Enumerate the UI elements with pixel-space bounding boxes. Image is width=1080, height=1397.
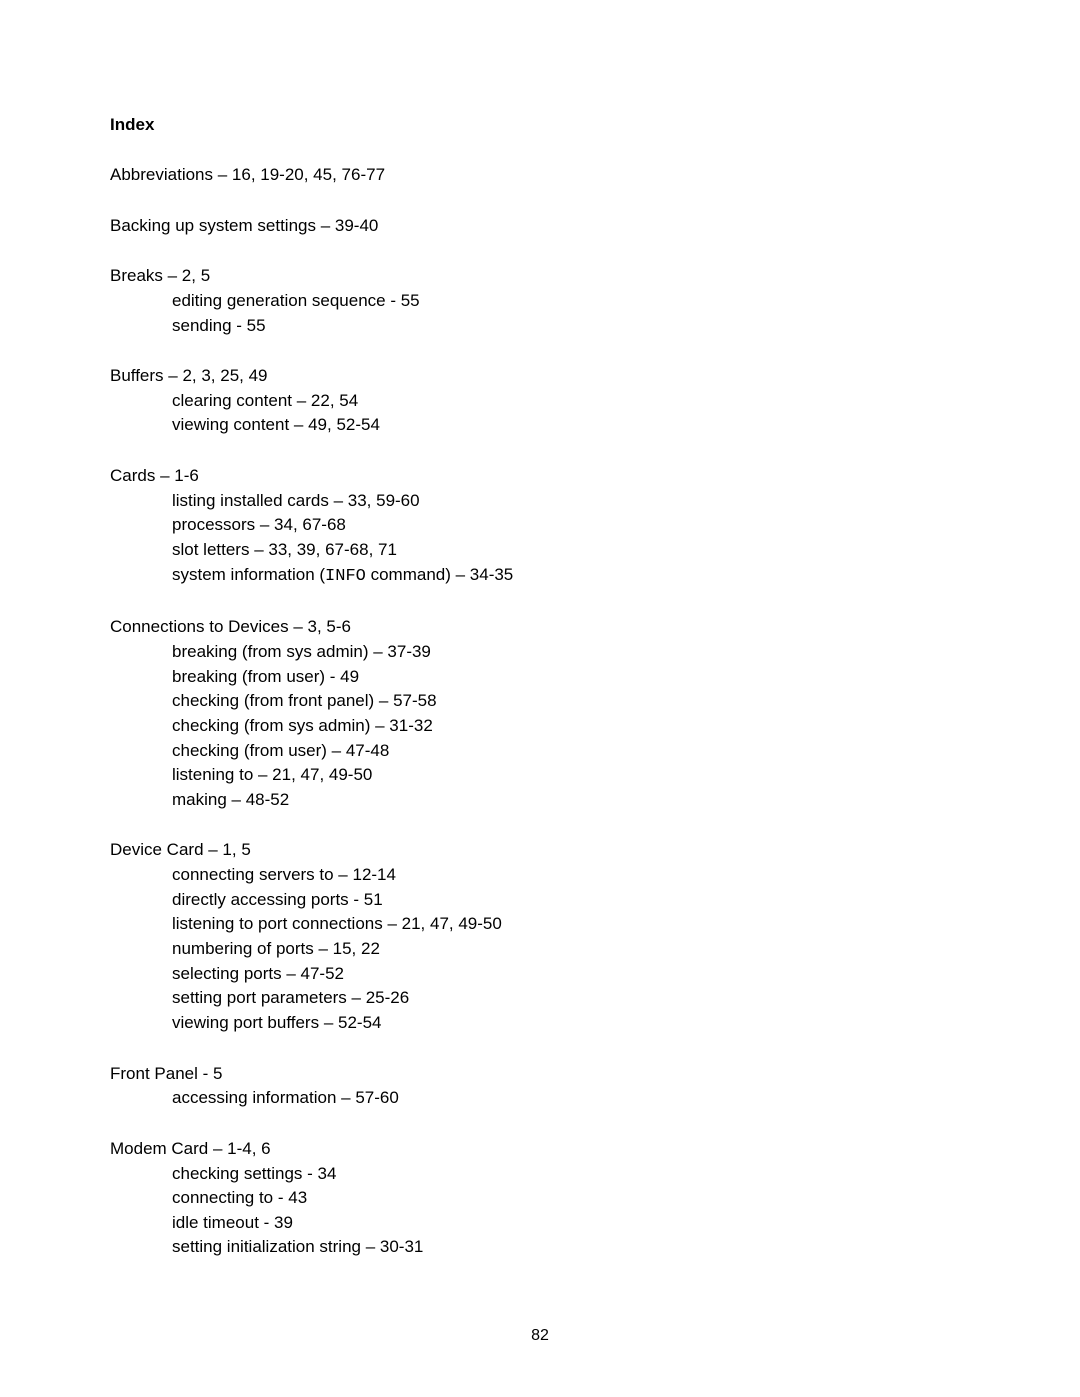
index-entry-sub: listening to port connections – 21, 47, …: [110, 912, 970, 937]
index-entry: Backing up system settings – 39-40: [110, 214, 970, 239]
index-entry-main: Device Card – 1, 5: [110, 838, 970, 863]
index-entry-sub: connecting to - 43: [110, 1186, 970, 1211]
index-entry-main: Abbreviations – 16, 19-20, 45, 76-77: [110, 163, 970, 188]
page-number: 82: [0, 1327, 1080, 1345]
index-entry-sub: viewing port buffers – 52-54: [110, 1011, 970, 1036]
index-entry: Modem Card – 1-4, 6checking settings - 3…: [110, 1137, 970, 1260]
index-entry-main: Buffers – 2, 3, 25, 49: [110, 364, 970, 389]
index-entry-main: Front Panel - 5: [110, 1062, 970, 1087]
index-entry-main: Backing up system settings – 39-40: [110, 214, 970, 239]
index-entry-sub: accessing information – 57-60: [110, 1086, 970, 1111]
index-entry: Device Card – 1, 5connecting servers to …: [110, 838, 970, 1035]
index-entry-sub: setting port parameters – 25-26: [110, 986, 970, 1011]
index-entry-sub: clearing content – 22, 54: [110, 389, 970, 414]
index-entry-main: Cards – 1-6: [110, 464, 970, 489]
index-entry-main: Breaks – 2, 5: [110, 264, 970, 289]
index-entry-sub: breaking (from user) - 49: [110, 665, 970, 690]
index-entry-sub: connecting servers to – 12-14: [110, 863, 970, 888]
index-entry-sub: slot letters – 33, 39, 67-68, 71: [110, 538, 970, 563]
index-entry-sub: listing installed cards – 33, 59-60: [110, 489, 970, 514]
mono-command: INFO: [325, 567, 366, 586]
index-entry-sub: editing generation sequence - 55: [110, 289, 970, 314]
index-entry-sub: checking (from front panel) – 57-58: [110, 689, 970, 714]
index-entry-sub: breaking (from sys admin) – 37-39: [110, 640, 970, 665]
index-entry: Abbreviations – 16, 19-20, 45, 76-77: [110, 163, 970, 188]
index-body: Abbreviations – 16, 19-20, 45, 76-77 Back…: [110, 163, 970, 1260]
index-entry-sub: system information (INFO command) – 34-3…: [110, 563, 970, 590]
index-entry-sub: idle timeout - 39: [110, 1211, 970, 1236]
index-entry-sub: viewing content – 49, 52-54: [110, 413, 970, 438]
index-title: Index: [110, 115, 970, 135]
index-entry-sub: processors – 34, 67-68: [110, 513, 970, 538]
index-entry-sub: checking (from sys admin) – 31-32: [110, 714, 970, 739]
index-entry-main: Connections to Devices – 3, 5-6: [110, 615, 970, 640]
index-entry-sub: directly accessing ports - 51: [110, 888, 970, 913]
index-entry-sub: checking settings - 34: [110, 1162, 970, 1187]
index-entry-main: Modem Card – 1-4, 6: [110, 1137, 970, 1162]
index-entry-sub: selecting ports – 47-52: [110, 962, 970, 987]
index-entry-sub: checking (from user) – 47-48: [110, 739, 970, 764]
index-entry-sub: listening to – 21, 47, 49-50: [110, 763, 970, 788]
index-entry-sub: numbering of ports – 15, 22: [110, 937, 970, 962]
index-entry: Breaks – 2, 5editing generation sequence…: [110, 264, 970, 338]
index-entry: Front Panel - 5accessing information – 5…: [110, 1062, 970, 1111]
index-entry-sub: sending - 55: [110, 314, 970, 339]
index-entry-sub: making – 48-52: [110, 788, 970, 813]
index-entry: Buffers – 2, 3, 25, 49clearing content –…: [110, 364, 970, 438]
index-entry-sub: setting initialization string – 30-31: [110, 1235, 970, 1260]
index-entry: Connections to Devices – 3, 5-6breaking …: [110, 615, 970, 812]
index-entry: Cards – 1-6listing installed cards – 33,…: [110, 464, 970, 589]
